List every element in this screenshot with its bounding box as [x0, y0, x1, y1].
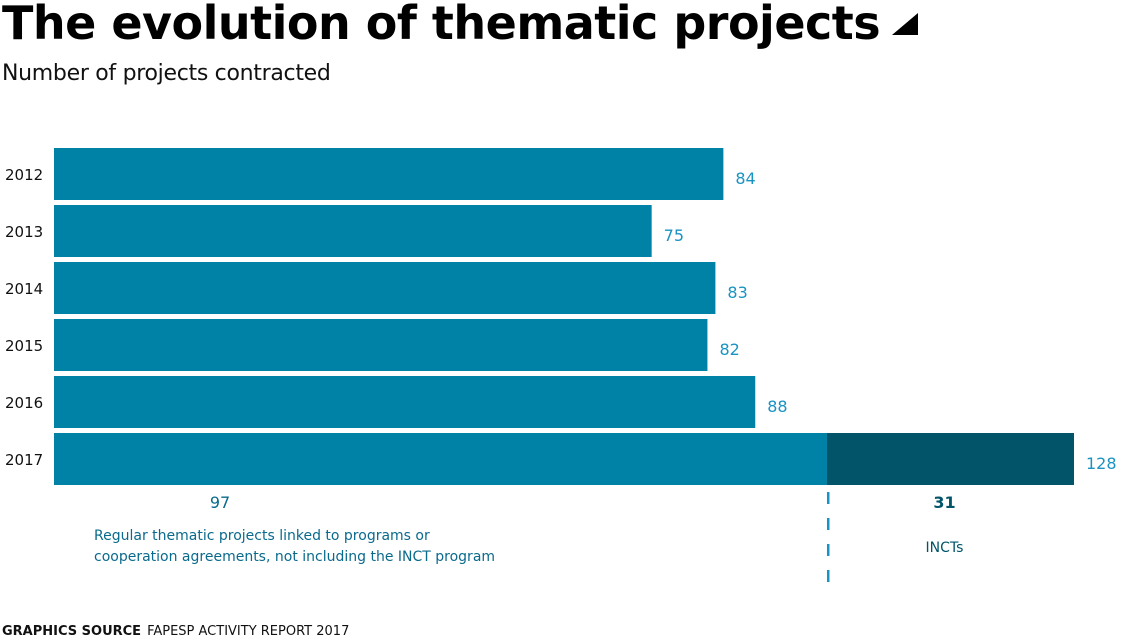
triangle-icon [892, 13, 919, 35]
inct-value-label: 31 [933, 493, 955, 512]
graphics-source: GRAPHICS SOURCE FAPESP ACTIVITY REPORT 20… [2, 624, 349, 639]
value-label: 75 [664, 226, 684, 245]
year-label: 2013 [5, 223, 43, 241]
inct-annotation-text: INCTs [926, 540, 964, 556]
chart-title: The evolution of thematic projects [2, 0, 919, 50]
value-label: 83 [727, 283, 747, 302]
bar-regular [54, 148, 724, 200]
chart-subtitle: Number of projects contracted [2, 61, 331, 86]
year-label: 2014 [5, 280, 43, 298]
regular-value-label: 97 [210, 493, 230, 512]
year-label: 2012 [5, 166, 43, 184]
source-label: GRAPHICS SOURCE [2, 624, 142, 639]
value-label: 82 [719, 340, 739, 359]
bar-regular [54, 205, 652, 257]
source-text: FAPESP ACTIVITY REPORT 2017 [147, 624, 350, 639]
value-label: 84 [735, 169, 755, 188]
regular-annotation-text: cooperation agreements, not including th… [94, 549, 495, 565]
value-label: 128 [1086, 454, 1117, 473]
year-label: 2016 [5, 394, 43, 412]
split-dash-line [826, 492, 830, 504]
split-dash-line [826, 544, 830, 556]
bar-regular [54, 319, 708, 371]
chart-title-text: The evolution of thematic projects [2, 0, 881, 50]
value-label: 88 [767, 397, 787, 416]
regular-annotation-text: Regular thematic projects linked to prog… [94, 528, 430, 544]
split-dash-line [826, 518, 830, 530]
bar-regular [54, 262, 716, 314]
bar-regular [54, 376, 756, 428]
bar-regular [54, 433, 827, 485]
bar-inct [826, 433, 1074, 485]
bar-chart: 2012 84 2013 75 2014 83 2015 82 2016 88 2017 128 97 R… [5, 148, 1117, 582]
split-dash-line [826, 570, 830, 582]
year-label: 2015 [5, 337, 43, 355]
year-label: 2017 [5, 451, 43, 469]
